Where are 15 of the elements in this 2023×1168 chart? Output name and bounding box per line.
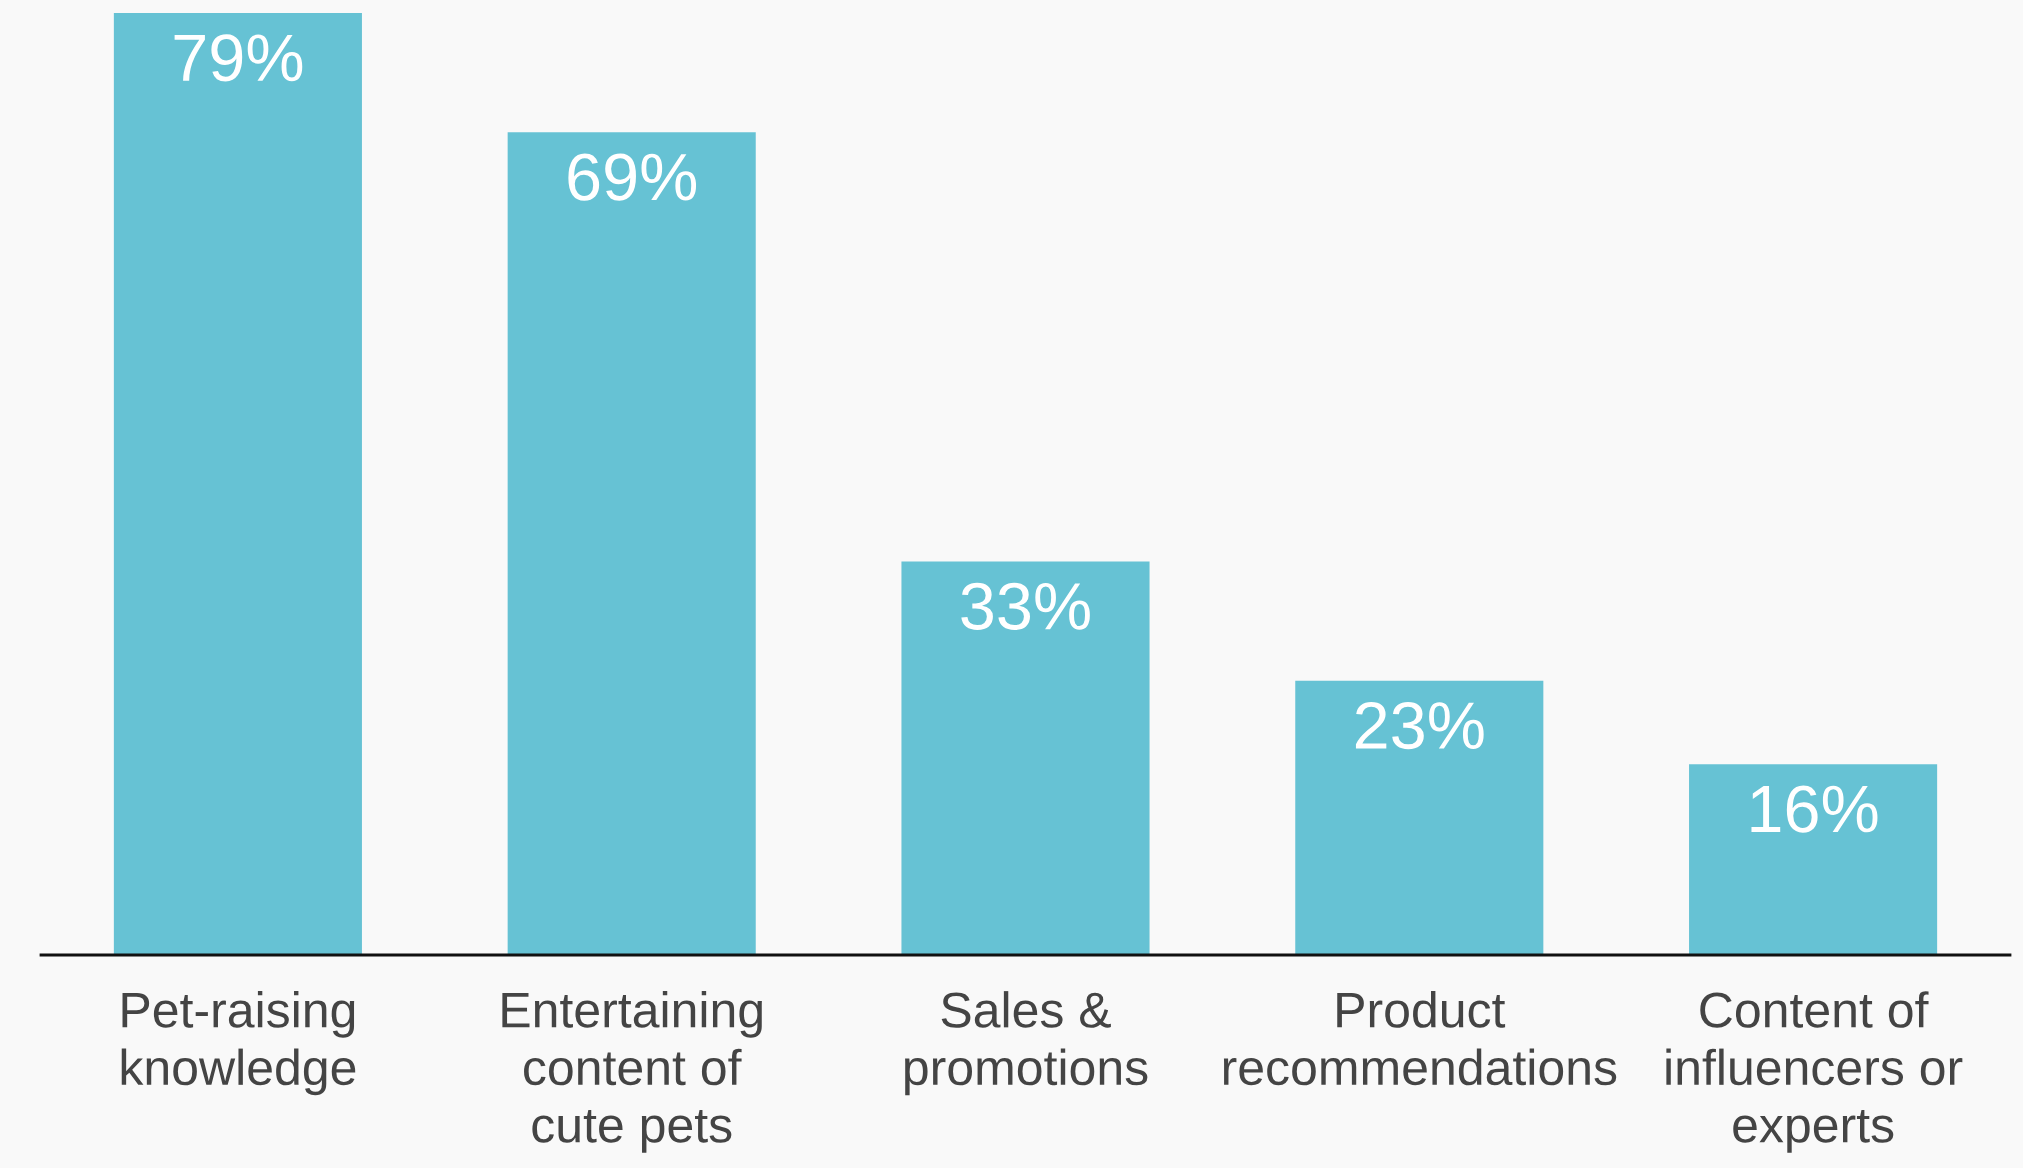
data-label: 79% <box>174 34 303 82</box>
x-tick-label: Content of influencers or experts <box>1666 991 1963 1153</box>
bar <box>901 561 1150 955</box>
data-label: 33% <box>961 582 1090 630</box>
data-label: 23% <box>1355 701 1484 750</box>
x-tick-label: Pet-raising knowledge <box>121 991 356 1096</box>
x-tick-label: Product recommendations <box>1223 991 1617 1086</box>
data-label: 69% <box>568 153 697 201</box>
bar <box>113 13 362 955</box>
data-label: 16% <box>1751 785 1878 833</box>
x-tick-label: Sales & promotions <box>905 991 1148 1096</box>
bar <box>507 132 756 955</box>
bar <box>1689 764 1938 955</box>
bar <box>1295 680 1544 955</box>
x-tick-label: Entertaining content of cute pets <box>502 991 762 1153</box>
